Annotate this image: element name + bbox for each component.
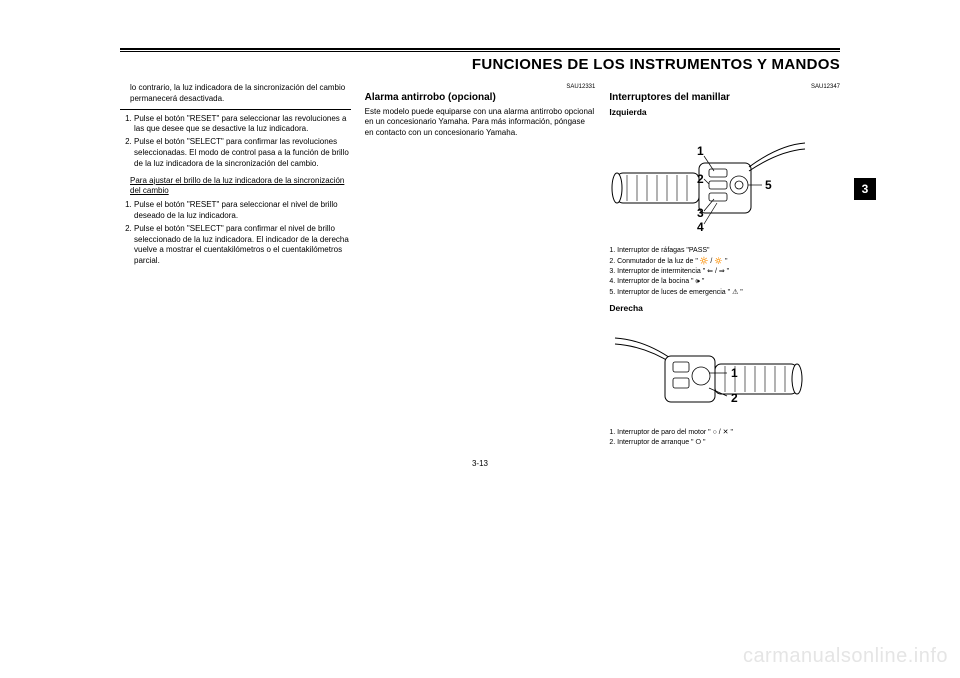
figure-right-handlebar: 1 2 (609, 318, 840, 423)
col1-step-b2: Pulse el botón "SELECT" para confirmar e… (134, 224, 351, 267)
left-handlebar-svg: 1 2 3 4 5 (609, 121, 809, 241)
right-legend-2: 2. Interruptor de arranque " ⭘ " (609, 438, 840, 447)
col1-intro: lo contrario, la luz indicadora de la si… (130, 83, 351, 105)
col2-body: Este modelo puede equiparse con una alar… (365, 107, 596, 139)
column-3: SAU12347 Interruptores del manillar Izqu… (609, 83, 840, 449)
col3-right-label: Derecha (609, 303, 840, 314)
col1-steps-b: Pulse el botón "RESET" para seleccionar … (134, 200, 351, 267)
page-title: FUNCIONES DE LOS INSTRUMENTOS Y MANDOS (120, 56, 840, 73)
col2-sau-code: SAU12331 (365, 83, 596, 91)
left-legend: 1. Interruptor de ráfagas "PASS" 2. Conm… (609, 246, 840, 297)
col1-subtitle: Para ajustar el brillo de la luz indicad… (130, 176, 351, 198)
left-legend-3: 3. Interruptor de intermitencia " ⇐ / ⇒ … (609, 267, 840, 276)
col1-separator (120, 109, 351, 110)
fig-right-label-2: 2 (731, 391, 738, 405)
col1-steps-a: Pulse el botón "RESET" para seleccionar … (134, 114, 351, 170)
col1-step-a1: Pulse el botón "RESET" para seleccionar … (134, 114, 351, 136)
content-columns: lo contrario, la luz indicadora de la si… (120, 83, 840, 449)
col1-step-b1: Pulse el botón "RESET" para seleccionar … (134, 200, 351, 222)
fig-left-label-5: 5 (765, 178, 772, 192)
col3-left-label: Izquierda (609, 107, 840, 118)
fig-left-label-2: 2 (697, 172, 704, 186)
left-legend-1: 1. Interruptor de ráfagas "PASS" (609, 246, 840, 255)
fig-right-label-1: 1 (731, 366, 738, 380)
left-legend-5: 5. Interruptor de luces de emergencia " … (609, 288, 840, 297)
right-legend-1: 1. Interruptor de paro del motor " ○ / ✕… (609, 428, 840, 437)
fig-left-label-1: 1 (697, 144, 704, 158)
figure-left-handlebar: 1 2 3 4 5 (609, 121, 840, 241)
col2-title: Alarma antirrobo (opcional) (365, 91, 596, 105)
col3-title: Interruptores del manillar (609, 91, 840, 105)
col1-step-a2: Pulse el botón "SELECT" para confirmar l… (134, 137, 351, 169)
chapter-tab: 3 (854, 178, 876, 200)
fig-left-label-3: 3 (697, 206, 704, 220)
fig-left-label-4: 4 (697, 220, 704, 234)
right-legend: 1. Interruptor de paro del motor " ○ / ✕… (609, 428, 840, 448)
column-1: lo contrario, la luz indicadora de la si… (120, 83, 351, 449)
right-handlebar-svg: 1 2 (609, 318, 809, 423)
manual-page: FUNCIONES DE LOS INSTRUMENTOS Y MANDOS l… (120, 48, 840, 608)
left-legend-2: 2. Conmutador de la luz de " 🔆 / 🔅 " (609, 257, 840, 266)
page-number: 3-13 (120, 459, 840, 468)
left-legend-4: 4. Interruptor de la bocina " 🕪 " (609, 277, 840, 286)
watermark: carmanualsonline.info (743, 645, 948, 668)
column-2: SAU12331 Alarma antirrobo (opcional) Est… (365, 83, 596, 449)
col3-sau-code: SAU12347 (609, 83, 840, 91)
header-rule (120, 48, 840, 52)
